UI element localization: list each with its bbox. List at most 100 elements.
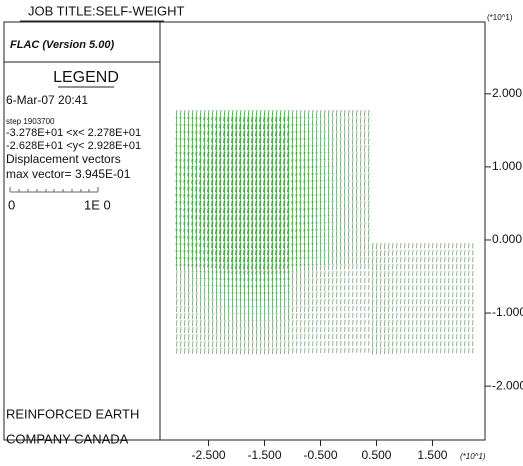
vector-arrow xyxy=(280,306,281,314)
vector-arrow xyxy=(284,313,285,320)
vector-arrow xyxy=(356,166,357,173)
vector-arrow xyxy=(368,250,369,256)
vector-arrow xyxy=(348,201,349,208)
vector-arrow xyxy=(360,152,361,159)
vector-arrow xyxy=(180,299,181,305)
vector-arrow xyxy=(236,306,237,314)
vector-arrow xyxy=(340,131,341,138)
vector-arrow xyxy=(288,334,289,340)
vector-arrow xyxy=(328,152,329,160)
vector-arrow xyxy=(364,194,365,201)
vector-arrow xyxy=(344,257,345,264)
vector-arrow xyxy=(296,306,297,312)
vector-arrow xyxy=(372,313,373,319)
vector-arrow xyxy=(252,313,253,321)
vector-arrow xyxy=(196,299,197,306)
vector-arrow xyxy=(296,285,297,292)
vector-arrow xyxy=(196,306,197,313)
vector-arrow xyxy=(352,236,353,243)
vector-arrow xyxy=(340,187,341,194)
vector-arrow xyxy=(276,348,277,354)
vector-arrow xyxy=(220,348,221,354)
vector-arrow xyxy=(228,327,229,334)
vector-arrow xyxy=(380,299,381,305)
vector-arrow xyxy=(356,180,357,187)
vector-arrow xyxy=(352,222,353,229)
vector-arrow xyxy=(328,229,329,237)
legend-x-range: -3.278E+01 <x< 2.278E+01 xyxy=(6,127,141,139)
vector-arrow xyxy=(380,341,381,347)
vector-arrow xyxy=(344,187,345,194)
vector-arrow xyxy=(312,278,313,284)
vector-arrow xyxy=(208,320,209,327)
vector-arrow xyxy=(364,229,365,236)
vector-arrow xyxy=(372,243,373,249)
x-tick-label: -2.500 xyxy=(192,448,226,462)
vector-arrow xyxy=(276,320,277,327)
vector-arrow xyxy=(256,313,257,321)
vector-arrow xyxy=(340,110,341,117)
vector-arrow xyxy=(368,166,369,172)
vector-arrow xyxy=(376,348,377,354)
vector-arrow xyxy=(348,229,349,236)
vector-arrow xyxy=(316,271,317,277)
vector-arrow xyxy=(348,236,349,243)
vector-arrow xyxy=(332,159,333,167)
vector-arrow xyxy=(240,334,241,341)
vector-arrow xyxy=(368,187,369,193)
vector-arrow xyxy=(216,348,217,354)
vector-arrow xyxy=(328,201,329,209)
vector-arrow xyxy=(268,306,269,314)
vector-arrow xyxy=(360,117,361,123)
vector-arrow xyxy=(328,222,329,230)
vector-arrow xyxy=(348,131,349,138)
vector-arrow xyxy=(292,278,293,285)
vector-arrow xyxy=(316,278,317,284)
vector-arrow xyxy=(336,257,337,264)
vector-arrow xyxy=(360,166,361,173)
vector-arrow xyxy=(372,285,373,291)
vector-arrow xyxy=(304,110,305,118)
vector-arrow xyxy=(324,264,325,270)
vector-arrow xyxy=(380,292,381,298)
vector-arrow xyxy=(344,166,345,173)
vector-arrow xyxy=(308,117,309,125)
vector-arrow xyxy=(332,180,333,188)
vector-arrow xyxy=(332,124,333,131)
vector-arrow xyxy=(324,117,325,124)
vector-arrow xyxy=(240,327,241,334)
vector-arrow xyxy=(180,278,181,285)
vector-arrow xyxy=(372,341,373,347)
vector-arrow xyxy=(332,173,333,181)
vector-arrow xyxy=(236,313,237,320)
vector-arrow xyxy=(264,341,265,347)
vector-arrow xyxy=(380,257,381,263)
vector-arrow xyxy=(240,348,241,354)
vector-arrow xyxy=(332,201,333,209)
vector-arrow xyxy=(204,285,205,293)
vector-arrow xyxy=(280,341,281,347)
vector-arrow xyxy=(348,222,349,229)
vector-arrow xyxy=(308,110,309,118)
vector-arrow xyxy=(252,320,253,327)
vector-arrow xyxy=(196,327,197,333)
vector-arrow xyxy=(332,166,333,174)
vector-arrow xyxy=(216,299,217,307)
vector-arrow xyxy=(348,257,349,264)
vector-arrow xyxy=(356,124,357,131)
vector-arrow xyxy=(360,173,361,180)
vector-arrow xyxy=(344,159,345,166)
vector-arrow xyxy=(360,201,361,208)
vector-arrow xyxy=(232,334,233,341)
vector-arrow xyxy=(236,348,237,354)
vector-arrow xyxy=(376,313,377,319)
vector-arrow xyxy=(336,159,337,166)
vector-arrow xyxy=(204,292,205,299)
vector-arrow xyxy=(376,250,377,256)
vector-arrow xyxy=(216,334,217,340)
vector-arrow xyxy=(200,271,201,279)
vector-arrow xyxy=(220,313,221,320)
vector-arrow xyxy=(328,180,329,188)
vector-arrow xyxy=(236,341,237,347)
vector-arrow xyxy=(196,285,197,292)
